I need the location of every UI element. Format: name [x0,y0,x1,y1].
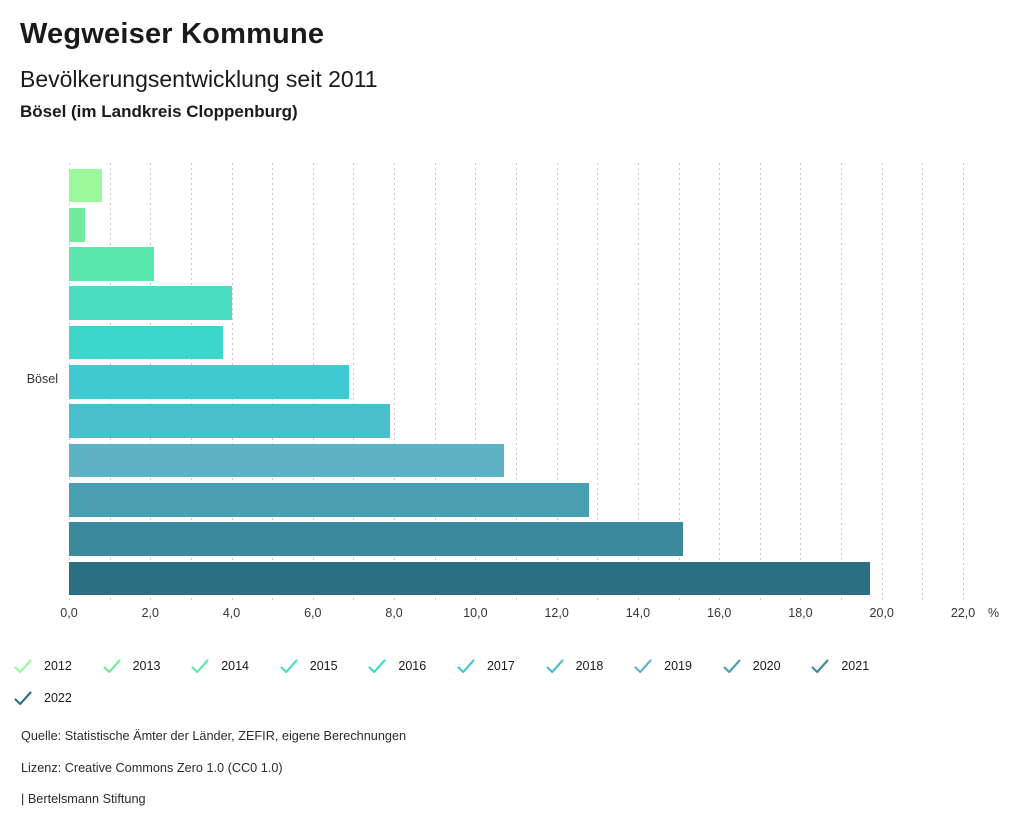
bar-2015[interactable] [69,286,232,321]
legend-row: 2012 2013 2014 2015 2016 2017 2018 2019 2020 2021 [14,656,954,676]
x-tick-label-20: 20,0 [869,606,894,620]
gridline-8 [394,163,396,603]
legend-item-2015[interactable]: 2015 [280,656,369,676]
legend-label-2013: 2013 [132,659,161,673]
legend-label-2022: 2022 [44,691,72,705]
gridline-7 [353,163,355,603]
gridline-17 [759,163,761,603]
x-tick-label-10: 10,0 [463,606,488,620]
checkmark-icon-2015 [280,658,298,673]
bar-2013[interactable] [69,207,86,242]
bar-2019[interactable] [69,443,504,478]
bar-2020[interactable] [69,482,590,517]
legend-item-2022[interactable]: 2022 [14,688,103,708]
legend-item-2014[interactable]: 2014 [191,656,280,676]
gridline-16 [719,163,721,603]
checkmark-icon-2019 [634,658,652,673]
checkmark-icon-2013 [103,658,121,673]
legend-label-2014: 2014 [221,659,249,673]
attribution-text: | Bertelsmann Stiftung [21,792,146,806]
legend-label-2012: 2012 [44,659,72,673]
legend-item-2018[interactable]: 2018 [546,656,635,676]
x-tick-label-14: 14,0 [625,606,651,620]
chart-legend: 2012 2013 2014 2015 2016 2017 2018 2019 2020 2021… [14,656,954,720]
checkmark-icon-2022 [14,690,32,705]
gridline-22 [963,163,964,603]
legend-item-2019[interactable]: 2019 [634,656,723,676]
checkmark-icon-2017 [457,658,475,673]
gridline-13 [597,163,599,603]
x-tick-label-2: 2,0 [141,606,159,620]
gridline-11 [516,163,517,603]
legend-label-2021: 2021 [841,659,870,673]
page-title: Wegweiser Kommune [20,18,325,50]
x-tick-label-18: 18,0 [788,606,813,620]
bar-2022[interactable] [69,561,870,596]
gridline-21 [922,163,924,603]
bar-chart-plot-area [69,163,964,603]
legend-label-2018: 2018 [575,659,604,673]
legend-label-2019: 2019 [664,659,692,673]
bar-2014[interactable] [69,247,155,281]
legend-item-2020[interactable]: 2020 [723,656,812,676]
gridline-15 [678,163,680,603]
gridline-14 [637,163,639,603]
gridline-10 [475,163,477,603]
x-tick-label-16: 16,0 [707,606,732,620]
legend-label-2016: 2016 [398,659,427,673]
gridline-18 [800,163,802,603]
x-axis-unit-label: % [988,606,1000,620]
gridline-19 [841,163,843,603]
legend-item-2012[interactable]: 2012 [14,656,103,676]
x-tick-label-12: 12,0 [544,606,569,620]
checkmark-icon-2021 [811,658,829,673]
legend-item-2013[interactable]: 2013 [103,656,192,676]
legend-item-2016[interactable]: 2016 [368,656,457,676]
bar-2018[interactable] [69,404,391,439]
bar-2021[interactable] [69,522,683,556]
legend-item-2021[interactable]: 2021 [811,656,900,676]
license-text: Lizenz: Creative Commons Zero 1.0 (CC0 1… [21,761,283,775]
chart-title: Bevölkerungsentwicklung seit 2011 [20,66,378,92]
bar-2012[interactable] [69,168,102,203]
legend-label-2015: 2015 [309,659,338,673]
gridline-12 [556,163,558,603]
legend-row: 2022 [14,688,954,708]
legend-label-2020: 2020 [752,659,781,673]
bar-2017[interactable] [69,365,350,399]
x-tick-label-22: 22,0 [950,606,976,620]
checkmark-icon-2012 [14,658,32,673]
gridline-20 [881,163,883,603]
bar-2016[interactable] [69,325,224,360]
x-tick-label-0: 0,0 [60,606,78,620]
legend-label-2017: 2017 [486,659,515,673]
source-text: Quelle: Statistische Ämter der Länder, Z… [21,729,407,743]
checkmark-icon-2016 [368,658,386,673]
checkmark-icon-2018 [546,658,564,673]
checkmark-icon-2020 [723,658,741,673]
x-tick-label-8: 8,0 [385,606,403,620]
municipality-subtitle: Bösel (im Landkreis Cloppenburg) [20,102,298,121]
x-tick-label-4: 4,0 [222,606,241,620]
x-tick-label-6: 6,0 [304,606,322,620]
y-axis-category-label: Bösel [26,372,58,386]
checkmark-icon-2014 [191,658,209,673]
legend-item-2017[interactable]: 2017 [457,656,546,676]
gridline-9 [434,163,436,603]
